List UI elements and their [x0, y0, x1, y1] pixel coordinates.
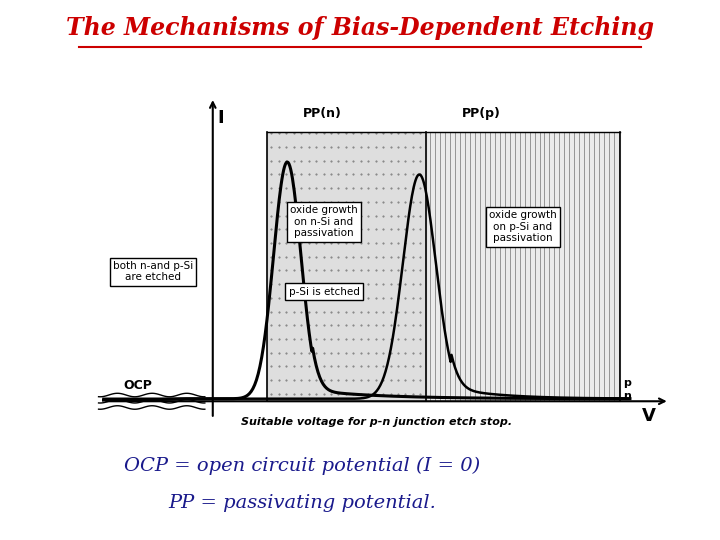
Text: PP(n): PP(n): [302, 107, 341, 120]
Text: I: I: [217, 110, 224, 127]
Text: OCP: OCP: [124, 379, 153, 392]
Text: p: p: [623, 379, 631, 388]
Polygon shape: [426, 132, 620, 401]
Text: Suitable voltage for p-n junction etch stop.: Suitable voltage for p-n junction etch s…: [241, 417, 512, 427]
Text: PP(p): PP(p): [462, 107, 500, 120]
Text: both n-and p-Si
are etched: both n-and p-Si are etched: [113, 261, 193, 282]
Text: OCP = open circuit potential (I = 0): OCP = open circuit potential (I = 0): [125, 456, 480, 475]
Text: PP = passivating potential.: PP = passivating potential.: [168, 494, 436, 512]
Text: The Mechanisms of Bias-Dependent Etching: The Mechanisms of Bias-Dependent Etching: [66, 16, 654, 40]
Text: p-Si is etched: p-Si is etched: [289, 287, 359, 296]
Text: oxide growth
on p-Si and
passivation: oxide growth on p-Si and passivation: [489, 210, 557, 244]
Polygon shape: [267, 132, 426, 401]
Text: oxide growth
on n-Si and
passivation: oxide growth on n-Si and passivation: [290, 205, 358, 239]
Text: n: n: [623, 391, 631, 401]
Text: V: V: [642, 408, 656, 426]
